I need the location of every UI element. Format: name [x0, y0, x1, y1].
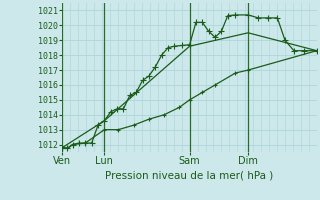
X-axis label: Pression niveau de la mer( hPa ): Pression niveau de la mer( hPa )	[106, 170, 274, 180]
